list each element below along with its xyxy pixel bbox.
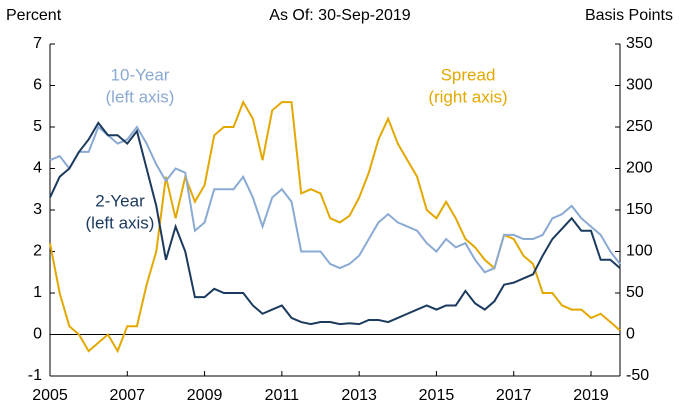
- y-tick-label: 5: [33, 118, 42, 135]
- y-tick-label: 2: [33, 243, 42, 260]
- y2-tick-label: -50: [626, 367, 649, 384]
- series-note: (right axis): [428, 87, 507, 106]
- series-note: (left axis): [86, 213, 155, 232]
- y2-tick-label: 100: [626, 243, 653, 260]
- series-line: [49, 121, 621, 326]
- y2-tick-label: 300: [626, 77, 653, 94]
- y-tick-label: 7: [33, 35, 42, 52]
- chart-title: As Of: 30-Sep-2019: [269, 7, 411, 24]
- left-axis-label: Percent: [6, 7, 62, 24]
- y-tick-label: -1: [28, 367, 42, 384]
- series-note: (left axis): [106, 87, 175, 106]
- y-tick-label: 4: [33, 160, 42, 177]
- x-tick-label: 2009: [187, 387, 223, 404]
- x-tick-label: 2011: [265, 387, 300, 404]
- series-line: [49, 125, 621, 274]
- y-tick-label: 1: [33, 284, 42, 301]
- y2-tick-label: 50: [626, 284, 644, 301]
- y2-tick-label: 250: [626, 118, 653, 135]
- series-label: Spread: [441, 65, 496, 84]
- y2-tick-label: 150: [626, 201, 653, 218]
- x-tick-label: 2007: [109, 387, 145, 404]
- x-tick-label: 2015: [419, 387, 455, 404]
- x-tick-label: 2013: [341, 387, 377, 404]
- x-tick-label: 2017: [496, 387, 532, 404]
- y-tick-label: 6: [33, 77, 42, 94]
- series-line: [49, 99, 621, 354]
- y-tick-label: 3: [33, 201, 42, 218]
- y2-tick-label: 350: [626, 35, 653, 52]
- series-label: 10-Year: [111, 65, 170, 84]
- y-tick-label: 0: [33, 326, 42, 343]
- series-label: 2-Year: [95, 191, 145, 210]
- y2-tick-label: 0: [626, 326, 635, 343]
- y2-tick-label: 200: [626, 160, 653, 177]
- x-tick-label: 2005: [32, 387, 68, 404]
- x-tick-label: 2019: [573, 387, 609, 404]
- right-axis-label: Basis Points: [585, 7, 673, 24]
